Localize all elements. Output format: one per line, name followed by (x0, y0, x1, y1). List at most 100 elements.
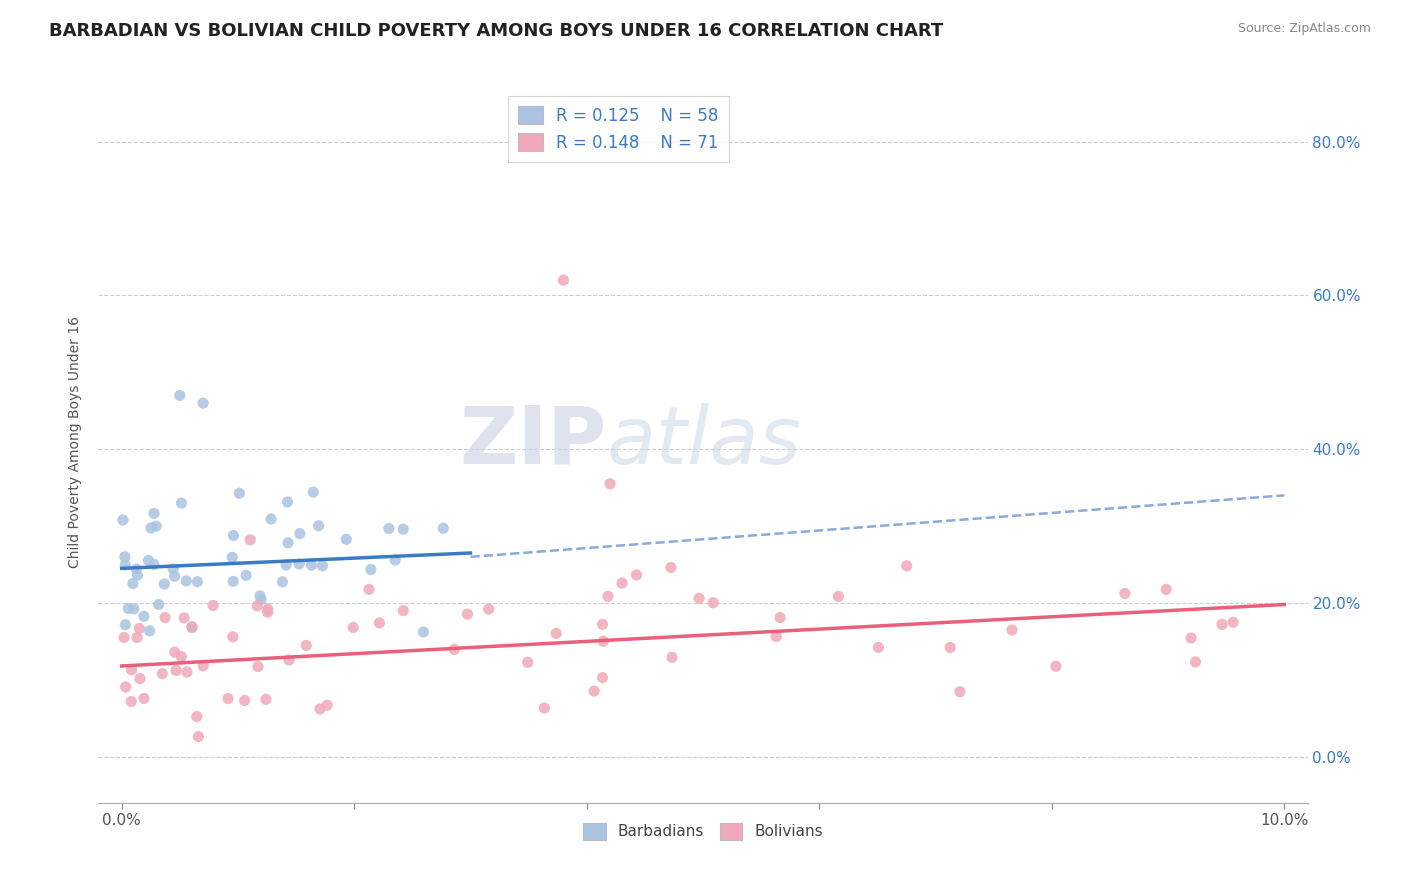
Point (153, 577, 176, 591)
Point (1001, 623, 1024, 637)
Point (335, 533, 357, 547)
Point (583, 684, 606, 698)
Point (246, 599, 269, 613)
Point (392, 522, 415, 536)
Point (249, 589, 271, 603)
Point (295, 639, 318, 653)
Point (896, 558, 918, 573)
Point (276, 558, 298, 572)
Point (117, 601, 139, 615)
Point (170, 649, 193, 664)
Point (599, 476, 621, 491)
Point (432, 521, 454, 535)
Point (138, 624, 160, 638)
Point (1045, 659, 1067, 673)
Point (456, 607, 478, 621)
Point (125, 562, 148, 576)
Point (301, 558, 323, 573)
Point (478, 602, 501, 616)
Point (311, 558, 333, 573)
Point (228, 486, 250, 500)
Point (769, 610, 792, 624)
Text: BARBADIAN VS BOLIVIAN CHILD POVERTY AMONG BOYS UNDER 16 CORRELATION CHART: BARBADIAN VS BOLIVIAN CHILD POVERTY AMON… (49, 22, 943, 40)
Point (702, 596, 724, 610)
Point (1184, 655, 1206, 669)
Point (1211, 617, 1233, 632)
Point (114, 549, 136, 564)
Point (143, 507, 166, 521)
Point (533, 701, 555, 715)
Point (516, 655, 538, 669)
Point (239, 533, 262, 547)
Text: Source: ZipAtlas.com: Source: ZipAtlas.com (1237, 22, 1371, 36)
Point (162, 562, 184, 576)
Point (221, 550, 243, 565)
Point (1180, 631, 1202, 645)
Point (256, 605, 278, 619)
Point (271, 574, 294, 589)
Point (129, 672, 152, 686)
Point (121, 576, 143, 591)
Point (122, 602, 145, 616)
Point (163, 645, 186, 659)
Point (939, 640, 962, 655)
Point (187, 730, 209, 744)
Point (254, 692, 277, 706)
Point (174, 574, 197, 588)
Point (235, 568, 257, 582)
Point (384, 553, 406, 567)
Point (378, 522, 401, 536)
Point (139, 521, 162, 535)
Y-axis label: Child Poverty Among Boys Under 16: Child Poverty Among Boys Under 16 (69, 316, 83, 567)
Point (659, 560, 682, 574)
Point (288, 526, 311, 541)
Point (360, 562, 382, 576)
Point (392, 603, 415, 617)
Point (169, 388, 191, 402)
Point (181, 621, 204, 635)
Point (309, 702, 332, 716)
Point (128, 621, 150, 635)
Point (247, 659, 270, 673)
Text: atlas: atlas (606, 402, 801, 481)
Point (163, 569, 186, 583)
Point (626, 568, 648, 582)
Point (142, 558, 165, 572)
Point (233, 693, 256, 707)
Point (222, 528, 245, 542)
Point (610, 576, 633, 591)
Point (132, 609, 155, 624)
Point (148, 598, 170, 612)
Point (186, 574, 208, 589)
Point (688, 591, 710, 606)
Point (592, 617, 614, 632)
Point (191, 396, 214, 410)
Point (114, 680, 136, 694)
Point (222, 630, 245, 644)
Point (153, 610, 176, 624)
Point (138, 553, 160, 567)
Point (121, 663, 143, 677)
Point (193, 658, 215, 673)
Point (217, 691, 239, 706)
Point (368, 615, 391, 630)
Point (260, 512, 283, 526)
Point (277, 536, 299, 550)
Point (186, 709, 208, 723)
Point (176, 665, 198, 679)
Point (145, 519, 167, 533)
Point (1154, 582, 1177, 597)
Point (202, 599, 225, 613)
Point (127, 568, 149, 582)
Point (250, 592, 273, 607)
Point (288, 557, 311, 571)
Point (114, 558, 136, 572)
Point (868, 640, 890, 655)
Point (114, 617, 136, 632)
Point (120, 694, 142, 708)
Text: ZIP: ZIP (458, 402, 606, 481)
Point (111, 513, 134, 527)
Point (257, 602, 280, 616)
Point (949, 684, 972, 698)
Point (170, 496, 193, 510)
